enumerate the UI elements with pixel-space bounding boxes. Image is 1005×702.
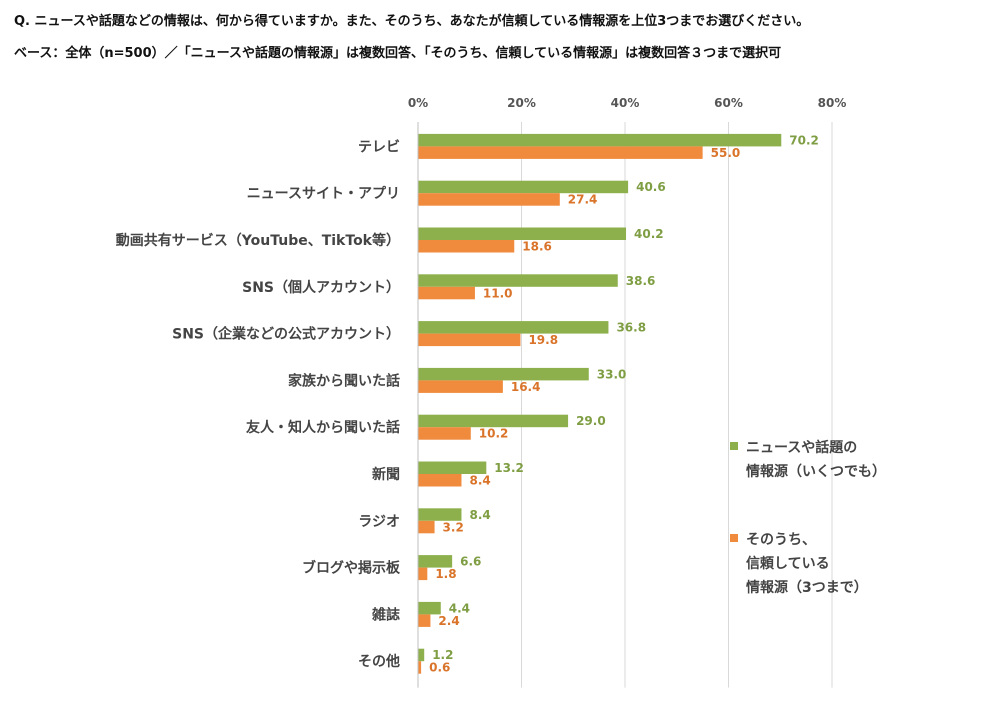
base-note: ベース：全体（n=500）／「ニュースや話題の情報源」は複数回答、「そのうち、信…	[14, 46, 782, 61]
data-label: 16.4	[511, 380, 541, 394]
bar-sources	[418, 508, 462, 521]
data-label: 8.4	[469, 508, 490, 522]
bar-sources	[418, 321, 609, 334]
data-label: 1.2	[432, 648, 453, 662]
data-label: 0.6	[429, 661, 450, 675]
data-label: 38.6	[626, 274, 656, 288]
data-label: 27.4	[568, 193, 598, 207]
data-label: 10.2	[479, 427, 509, 441]
category-label: ニュースサイト・アプリ	[247, 186, 400, 202]
data-label: 55.0	[711, 146, 741, 160]
bar-trusted	[418, 333, 521, 347]
data-label: 33.0	[597, 367, 627, 381]
category-label: SNS（個人アカウント）	[242, 279, 400, 296]
bar-trusted	[418, 474, 462, 487]
data-label: 18.6	[522, 240, 552, 254]
category-label: ブログや掲示板	[302, 560, 401, 577]
bar-sources	[418, 414, 569, 428]
bar-sources	[418, 227, 627, 240]
data-label: 8.4	[469, 474, 490, 488]
bar-trusted	[418, 520, 435, 534]
data-label: 40.6	[636, 180, 666, 194]
bar-trusted	[418, 286, 475, 300]
bar-sources	[418, 133, 782, 147]
bar-sources	[418, 601, 441, 615]
category-label: SNS（企業などの公式アカウント）	[172, 326, 400, 343]
bar-trusted	[418, 427, 471, 440]
x-tick-label: 0%	[408, 96, 428, 110]
legend-label-trusted: そのうち、 信頼している 情報源（3つまで）	[746, 532, 868, 596]
bar-trusted	[418, 567, 428, 581]
bar-trusted	[418, 614, 431, 627]
bar-sources	[418, 180, 629, 194]
legend-swatch-sources	[730, 442, 738, 450]
data-label: 36.8	[616, 321, 646, 335]
data-label: 70.2	[789, 133, 819, 147]
legend-item-sources: ニュースや話題の 情報源（いくつでも）	[730, 436, 886, 484]
bar-sources	[418, 367, 589, 381]
category-label: 動画共有サービス（YouTube、TikTok等）	[116, 232, 400, 249]
data-label: 2.4	[438, 614, 459, 628]
bar-sources	[418, 461, 487, 474]
bar-trusted	[418, 240, 515, 253]
category-label: 雑誌	[371, 606, 400, 623]
data-label: 11.0	[483, 286, 513, 300]
bar-sources	[418, 555, 453, 568]
data-label: 29.0	[576, 414, 606, 428]
category-label: 友人・知人から聞いた話	[246, 419, 400, 436]
category-label: テレビ	[358, 139, 400, 155]
data-label: 4.4	[449, 601, 470, 615]
data-label: 1.8	[435, 567, 456, 581]
bar-trusted	[418, 661, 422, 674]
bar-sources	[418, 274, 618, 287]
legend-item-trusted: そのうち、 信頼している 情報源（3つまで）	[730, 528, 868, 600]
bar-trusted	[418, 146, 703, 159]
data-label: 3.2	[443, 520, 464, 534]
question-text: Q. ニュースや話題などの情報は、何から得ていますか。また、そのうち、あなたが信…	[14, 14, 810, 29]
x-tick-label: 40%	[611, 96, 640, 110]
legend-label-sources: ニュースや話題の 情報源（いくつでも）	[746, 440, 886, 480]
data-label: 19.8	[528, 333, 558, 347]
bar-trusted	[418, 380, 503, 393]
x-tick-label: 20%	[507, 96, 536, 110]
bar-sources	[418, 648, 425, 662]
category-label: 新聞	[372, 466, 400, 483]
category-label: ラジオ	[358, 514, 400, 530]
legend-swatch-trusted	[730, 534, 738, 542]
bar-trusted	[418, 193, 560, 206]
data-label: 13.2	[494, 461, 524, 475]
x-tick-label: 80%	[818, 96, 847, 110]
x-tick-label: 60%	[714, 96, 743, 110]
category-label: その他	[358, 653, 400, 670]
data-label: 6.6	[460, 555, 481, 569]
data-label: 40.2	[634, 227, 664, 241]
category-label: 家族から聞いた話	[288, 372, 400, 389]
